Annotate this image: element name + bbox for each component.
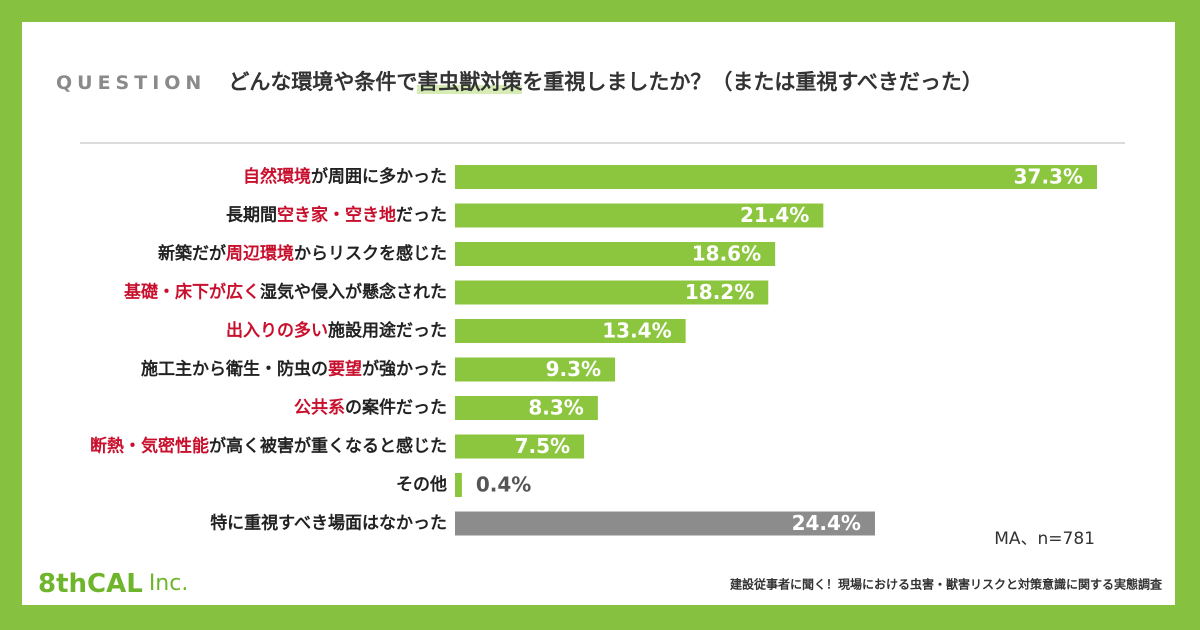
category-label: 長期間空き家・空き地だった xyxy=(226,205,447,226)
value-label: 7.5% xyxy=(515,434,570,458)
category-part: 新築だが xyxy=(158,243,226,264)
category-part: 特に重視すべき場面はなかった xyxy=(210,513,447,534)
value-label: 9.3% xyxy=(546,357,601,381)
category-part: 空き家・空き地 xyxy=(277,205,396,226)
category-part: 自然環境 xyxy=(243,166,311,187)
category-part: が周囲に多かった xyxy=(311,166,447,187)
panel xyxy=(22,22,1175,605)
category-part: 公共系 xyxy=(294,398,345,418)
category-part: の案件だった xyxy=(345,397,447,418)
title-part: を重視しましたか？（または重視すべきだった） xyxy=(522,70,983,94)
value-label: 18.6% xyxy=(692,242,761,266)
title-part: どんな環境や条件で xyxy=(228,70,418,94)
category-part: 周辺環境 xyxy=(226,243,294,264)
bar xyxy=(455,280,769,305)
bar xyxy=(455,165,1097,189)
question-label: QUESTION xyxy=(56,72,207,94)
bar xyxy=(455,319,686,343)
value-label: 37.3% xyxy=(1014,165,1083,189)
logo: 8thCAL Inc. xyxy=(38,569,188,599)
category-part: が強かった xyxy=(362,359,447,380)
category-part: 施工主から衛生・防虫の xyxy=(141,359,328,380)
bar xyxy=(455,434,585,459)
category-label: 特に重視すべき場面はなかった xyxy=(210,513,447,534)
category-label: 新築だが周辺環境からリスクを感じた xyxy=(158,243,447,264)
value-label: 21.4% xyxy=(740,203,809,227)
category-part: 施設用途だった xyxy=(328,320,447,341)
category-label: 出入りの多い施設用途だった xyxy=(226,320,447,341)
category-label: 基礎・床下が広く湿気や侵入が懸念された xyxy=(123,282,447,303)
category-part: 長期間 xyxy=(226,206,277,226)
value-label: 8.3% xyxy=(528,396,583,420)
category-part: 湿気や侵入が懸念された xyxy=(260,282,447,303)
title-highlight: 害虫獣対策 xyxy=(417,70,523,94)
bar xyxy=(455,396,598,420)
category-part: 断熱・気密性能 xyxy=(90,436,209,457)
category-label: その他 xyxy=(396,474,447,495)
category-part: 基礎・床下が広く xyxy=(123,282,260,303)
note: MA、n=781 xyxy=(994,529,1095,549)
category-part: 出入りの多い xyxy=(226,320,328,341)
value-label: 18.2% xyxy=(685,280,754,304)
bar xyxy=(455,203,824,228)
category-label: 施工主から衛生・防虫の要望が強かった xyxy=(141,359,447,380)
bar xyxy=(455,511,875,536)
category-part: だった xyxy=(396,206,447,226)
bar xyxy=(455,357,616,382)
category-label: 自然環境が周囲に多かった xyxy=(243,166,447,187)
logo-suffix: Inc. xyxy=(149,571,189,596)
value-label: 24.4% xyxy=(792,511,861,535)
category-label: 断熱・気密性能が高く被害が重くなると感じた xyxy=(90,436,447,457)
category-part: その他 xyxy=(396,474,447,495)
category-part: からリスクを感じた xyxy=(294,243,447,264)
value-label: 13.4% xyxy=(602,319,671,343)
value-label: 0.4% xyxy=(476,473,531,497)
category-part: 要望 xyxy=(328,359,362,380)
bar xyxy=(455,473,462,497)
category-part: が高く被害が重くなると感じた xyxy=(209,436,447,457)
source: 建設従事者に聞く！現場における虫害・獣害リスクと対策意識に関する実態調査 xyxy=(729,577,1163,592)
category-label: 公共系の案件だった xyxy=(294,397,447,418)
chart-title: QUESTION どんな環境や条件で害虫獣対策を重視しましたか？（または重視すべき… xyxy=(56,66,983,96)
bar xyxy=(455,242,776,266)
logo-name: 8thCAL xyxy=(38,569,143,599)
